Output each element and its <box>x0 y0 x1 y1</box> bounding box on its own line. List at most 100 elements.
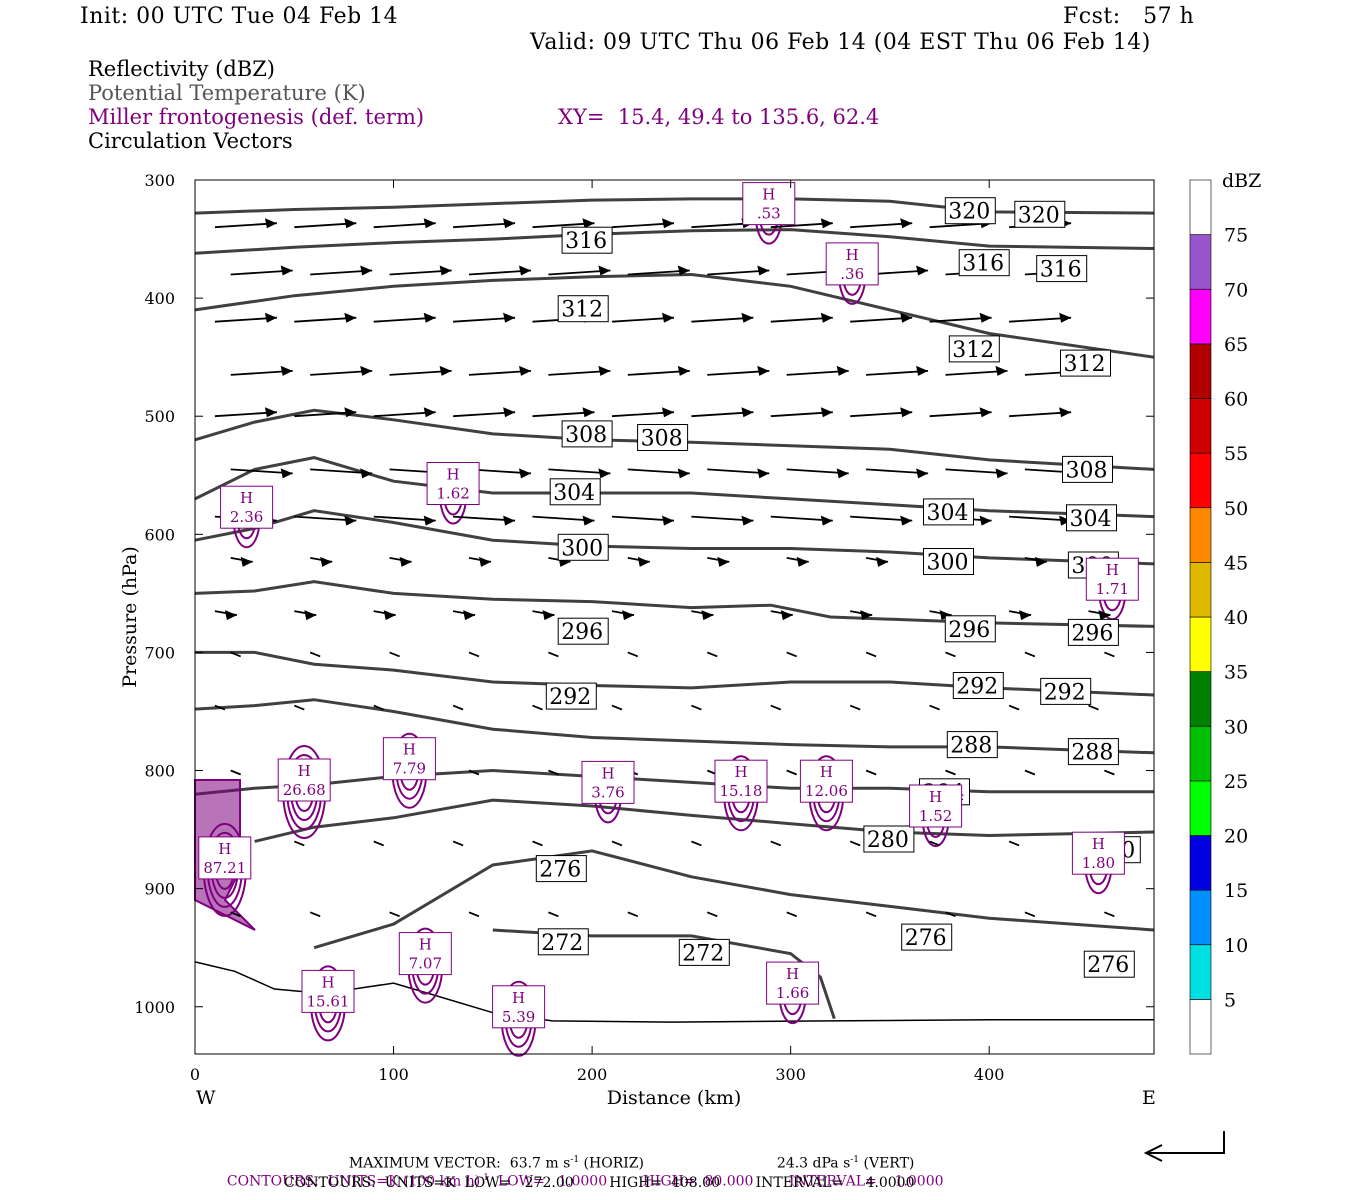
vector-arrow <box>214 610 238 621</box>
colorbar-swatch <box>1189 343 1212 399</box>
vector-arrow <box>865 911 877 918</box>
theta-contour-304 <box>194 456 1155 519</box>
vector-arrow <box>532 218 595 229</box>
max-marker: H <box>846 246 859 264</box>
vector-arrow <box>691 840 702 847</box>
vector-arrow <box>373 407 436 418</box>
theta-label-text: 304 <box>927 501 969 526</box>
vector-arrow <box>452 610 476 621</box>
theta-label: 280 <box>863 825 915 853</box>
theta-label: 304 <box>549 478 601 506</box>
vector-arrow <box>468 911 480 918</box>
max-value: 3.76 <box>591 783 624 801</box>
vector-arrow <box>453 312 516 323</box>
contours-theta-line: CONTOURS: UNITS=K LOW= 272.00 HIGH= 408.… <box>284 1175 915 1191</box>
frontogenesis-max: H1.62 <box>426 462 480 505</box>
max-marker: H <box>403 741 416 759</box>
colorbar-swatch <box>1189 234 1212 290</box>
vector-arrow <box>770 218 833 229</box>
frontogenesis-max: H15.61 <box>301 969 355 1013</box>
colorbar-swatch <box>1189 944 1212 1000</box>
theta-label: 312 <box>948 335 1000 363</box>
theta-label-text: 272 <box>541 931 583 956</box>
theta-label: 320 <box>1014 200 1066 228</box>
vector-arrow <box>1009 312 1072 323</box>
theta-label-text: 312 <box>952 338 994 363</box>
frontogenesis-max: H1.52 <box>909 784 963 828</box>
max-value: 15.61 <box>307 992 350 1010</box>
vector-arrow <box>214 407 277 418</box>
vector-arrow <box>865 769 877 776</box>
vector-arrow <box>373 515 436 526</box>
theta-label: 296 <box>944 615 996 643</box>
theta-label-text: 296 <box>561 620 603 645</box>
max-value: 1.71 <box>1096 580 1129 598</box>
theta-label: 272 <box>537 928 589 956</box>
max-marker: H <box>762 186 775 204</box>
vector-arrow <box>691 610 714 621</box>
vector-arrow <box>1024 769 1036 776</box>
theta-label-text: 316 <box>962 252 1004 277</box>
vector-arrow <box>294 610 317 621</box>
x-tick-label: 100 <box>378 1065 409 1084</box>
theta-label-text: 288 <box>950 734 992 759</box>
x-tick-label: 400 <box>974 1065 1005 1084</box>
theta-contour-276 <box>313 849 1155 950</box>
legend-miller: Miller frontogenesis (def. term) <box>88 105 425 129</box>
vector-arrow <box>548 365 611 376</box>
max-vector-v-unit: (VERT) <box>859 1155 915 1172</box>
colorbar-swatch <box>1189 179 1212 235</box>
colorbar-label: 40 <box>1224 607 1248 629</box>
vector-arrow <box>691 704 702 711</box>
vector-arrow <box>929 704 940 711</box>
theta-label-text: 312 <box>561 298 603 323</box>
colorbar-label: 35 <box>1224 662 1248 684</box>
colorbar-label: 75 <box>1224 225 1248 247</box>
frontogenesis-max: H5.39 <box>492 985 546 1029</box>
colorbar-label: 50 <box>1224 498 1248 520</box>
vector-arrow <box>548 911 559 918</box>
plot-frame <box>194 179 1155 1055</box>
vector-arrow <box>770 312 833 323</box>
vector-arrow <box>691 407 754 418</box>
y-tick-label: 500 <box>144 407 175 426</box>
vector-arrow <box>1009 515 1072 526</box>
vector-arrow <box>611 840 623 847</box>
max-value: 87.21 <box>203 859 246 877</box>
theta-label-text: 312 <box>1064 352 1106 377</box>
vector-arrow <box>945 769 956 776</box>
frontogenesis-max: H.53 <box>742 182 796 226</box>
theta-label: 300 <box>923 548 974 576</box>
vector-arrow <box>532 840 543 847</box>
vector-arrow <box>453 407 516 418</box>
vector-arrow <box>929 840 940 847</box>
theta-label-text: 296 <box>1071 621 1113 646</box>
colorbar-swatch <box>1189 507 1212 563</box>
frontogenesis-max: H2.36 <box>220 485 274 529</box>
vector-arrow <box>532 610 555 621</box>
max-marker: H <box>734 763 747 781</box>
vector-arrow <box>1024 556 1048 567</box>
x-axis-label: Distance (km) <box>607 1087 742 1109</box>
colorbar-swatch <box>1189 616 1212 672</box>
theta-label-text: 320 <box>1018 203 1060 228</box>
vector-arrow <box>293 840 305 847</box>
frontogenesis-max: H1.80 <box>1071 831 1125 875</box>
theta-label-text: 292 <box>956 675 998 700</box>
vector-arrow <box>849 704 861 711</box>
contours-miller-b: LOW= 1.0000 HIGH= 80.000 INTERVAL= 1.000… <box>488 1173 944 1190</box>
vector-arrow <box>865 556 889 567</box>
theta-contour-292 <box>195 650 1155 697</box>
theta-label-text: 276 <box>1087 953 1129 978</box>
vector-arrow <box>611 704 623 711</box>
theta-label: 300 <box>557 533 609 561</box>
theta-contour-280 <box>254 798 1155 843</box>
y-tick-label: 600 <box>144 525 175 544</box>
max-vector-v-exp: -1 <box>850 1155 860 1165</box>
y-tick-label: 900 <box>144 880 175 899</box>
vector-arrow <box>611 515 675 526</box>
theta-label-text: 308 <box>565 423 607 448</box>
max-marker: H <box>786 965 799 983</box>
vector-arrow <box>468 365 532 376</box>
vector-arrow <box>230 365 293 376</box>
